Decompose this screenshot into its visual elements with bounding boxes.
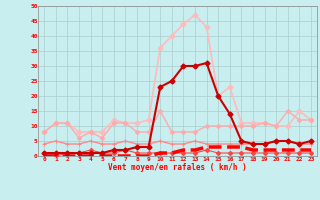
X-axis label: Vent moyen/en rafales ( km/h ): Vent moyen/en rafales ( km/h ) [108,163,247,172]
